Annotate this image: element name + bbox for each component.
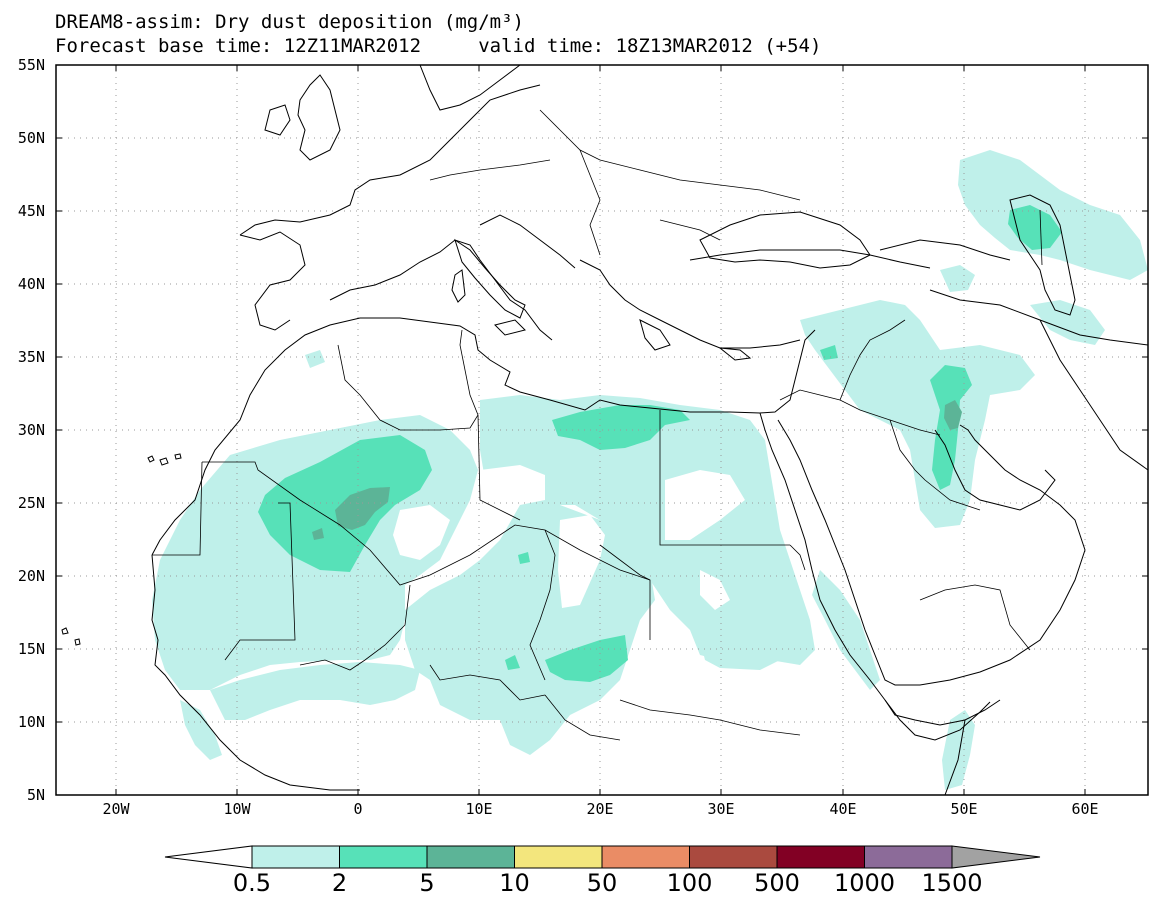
lon-tick-label: 50E [950, 800, 977, 818]
lat-tick-label: 40N [18, 275, 45, 293]
colorbar-label: 0.5 [233, 869, 271, 897]
map-area [56, 65, 1148, 795]
colorbar-over-arrow [951, 845, 1041, 869]
lon-tick-label: 0 [353, 800, 362, 818]
lon-tick-label: 10E [465, 800, 492, 818]
country-borders [152, 109, 1043, 741]
colorbar-label: 500 [754, 869, 800, 897]
lon-tick-label: 20W [102, 800, 130, 818]
lat-tick-label: 5N [27, 786, 45, 804]
coastlines [61, 65, 1148, 795]
colorbar: 0.5 2 5 10 50 100 500 1000 1500 [164, 845, 1041, 897]
colorbar-label: 100 [667, 869, 713, 897]
colorbar-label: 50 [587, 869, 618, 897]
lat-tick-label: 10N [18, 713, 45, 731]
colorbar-under-arrow [164, 845, 253, 869]
colorbar-swatch-0.5-2 [251, 845, 340, 869]
lat-tick-label: 50N [18, 129, 45, 147]
colorbar-swatch-100-500 [689, 845, 778, 869]
map-title: DREAM8-assim: Dry dust deposition (mg/m³… [55, 11, 524, 33]
colorbar-label: 1000 [834, 869, 895, 897]
latitude-axis: 55N 50N 45N 40N 35N 30N 25N 20N 15N 10N … [18, 56, 45, 804]
lat-tick-label: 15N [18, 640, 45, 658]
dust-deposition-5-10-fill [312, 400, 962, 540]
colorbar-swatch-10-50 [514, 845, 603, 869]
colorbar-label: 2 [332, 869, 347, 897]
colorbar-label: 1500 [921, 869, 982, 897]
lon-tick-label: 20E [586, 800, 613, 818]
lat-tick-label: 35N [18, 348, 45, 366]
lat-tick-label: 55N [18, 56, 45, 74]
dust-free-gaps [393, 465, 745, 610]
axis-ticks [56, 64, 1148, 796]
lat-tick-label: 25N [18, 494, 45, 512]
colorbar-swatch-50-100 [601, 845, 690, 869]
lat-tick-label: 45N [18, 202, 45, 220]
lat-tick-label: 20N [18, 567, 45, 585]
colorbar-swatch-500-1000 [776, 845, 865, 869]
colorbar-label: 10 [499, 869, 530, 897]
lat-tick-label: 30N [18, 421, 45, 439]
colorbar-swatch-2-5 [339, 845, 428, 869]
colorbar-label: 5 [419, 869, 434, 897]
longitude-axis: 20W 10W 0 10E 20E 30E 40E 50E 60E [102, 800, 1098, 818]
colorbar-swatch-1000-1500 [864, 845, 953, 869]
gridlines [56, 65, 1148, 795]
colorbar-swatch-5-10 [426, 845, 515, 869]
lon-tick-label: 40E [829, 800, 856, 818]
lon-tick-label: 10W [223, 800, 251, 818]
lon-tick-label: 30E [707, 800, 734, 818]
forecast-time-subtitle: Forecast base time: 12Z11MAR2012 valid t… [55, 35, 822, 57]
lon-tick-label: 60E [1071, 800, 1098, 818]
